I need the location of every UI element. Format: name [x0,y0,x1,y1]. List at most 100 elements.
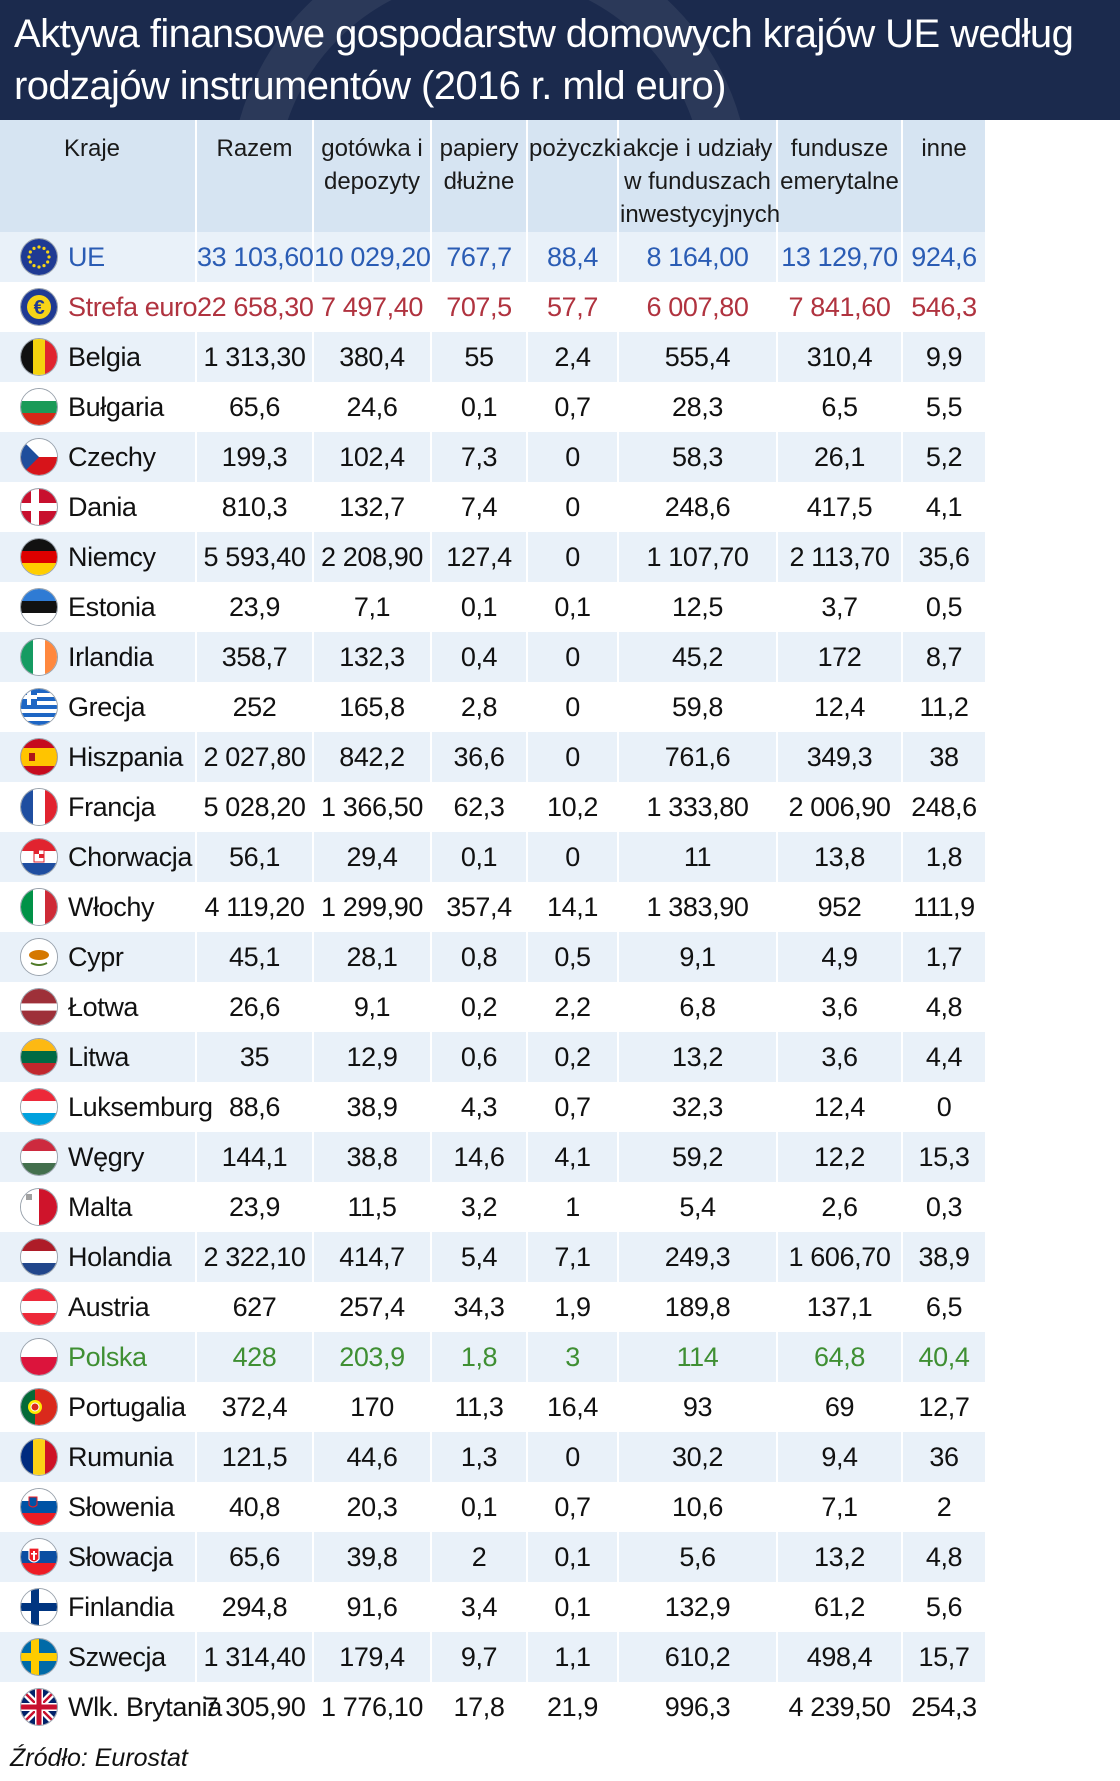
row-blank [985,1682,1120,1732]
value-cell-pozyczki: 0 [526,682,618,732]
country-name: Litwa [68,1041,130,1072]
value-cell-fundusze-emerytalne: 417,5 [776,482,902,532]
value-cell-akcje-i-udzialy: 996,3 [617,1682,777,1732]
value-cell-pozyczki: 2,2 [526,982,618,1032]
value-cell-papiery-dluzne: 3,2 [430,1182,527,1232]
value-cell-gotowka-i-depozyty: 91,6 [312,1582,431,1632]
table-row: Hiszpania 2 027,80 842,2 36,6 0 761,6 349,3 38 [0,732,1120,782]
value-cell-gotowka-i-depozyty: 11,5 [312,1182,431,1232]
country-cell: Grecja [0,682,196,732]
value-cell-razem: 65,6 [195,382,313,432]
column-header-gotowka-i-depozyty: gotówka i depozyty [312,120,431,232]
value-cell-razem: 56,1 [195,832,313,882]
assets-table: Kraje Razem gotówka i depozyty papiery dłuż… [0,120,1120,1732]
flag-lt-icon [20,1038,58,1076]
value-cell-akcje-i-udzialy: 10,6 [617,1482,777,1532]
table-row: Grecja 252 165,8 2,8 0 59,8 12,4 11,2 [0,682,1120,732]
value-cell-akcje-i-udzialy: 555,4 [617,332,777,382]
table-row: Rumunia 121,5 44,6 1,3 0 30,2 9,4 36 [0,1432,1120,1482]
value-cell-akcje-i-udzialy: 1 107,70 [617,532,777,582]
value-cell-papiery-dluzne: 1,8 [430,1332,527,1382]
table-row: Chorwacja 56,1 29,4 0,1 0 11 13,8 1,8 [0,832,1120,882]
value-cell-akcje-i-udzialy: 6 007,80 [617,282,777,332]
table-row: Portugalia 372,4 170 11,3 16,4 93 69 12,7 [0,1382,1120,1432]
value-cell-akcje-i-udzialy: 189,8 [617,1282,777,1332]
value-cell-papiery-dluzne: 2,8 [430,682,527,732]
country-cell: Czechy [0,432,196,482]
value-cell-pozyczki: 0 [526,532,618,582]
value-cell-razem: 627 [195,1282,313,1332]
value-cell-razem: 88,6 [195,1082,313,1132]
country-name: Bułgaria [68,391,164,422]
value-cell-inne: 248,6 [901,782,986,832]
value-cell-gotowka-i-depozyty: 170 [312,1382,431,1432]
row-blank [985,832,1120,882]
column-header-papiery-dluzne: papiery dłużne [430,120,527,232]
country-cell: Francja [0,782,196,832]
value-cell-akcje-i-udzialy: 11 [617,832,777,882]
value-cell-papiery-dluzne: 9,7 [430,1632,527,1682]
value-cell-inne: 12,7 [901,1382,986,1432]
value-cell-pozyczki: 0,1 [526,582,618,632]
value-cell-fundusze-emerytalne: 64,8 [776,1332,902,1382]
row-blank [985,1332,1120,1382]
country-name: Polska [68,1341,147,1372]
value-cell-pozyczki: 0 [526,1432,618,1482]
value-cell-fundusze-emerytalne: 26,1 [776,432,902,482]
country-cell: Niemcy [0,532,196,582]
value-cell-inne: 1,8 [901,832,986,882]
value-cell-papiery-dluzne: 0,8 [430,932,527,982]
value-cell-papiery-dluzne: 767,7 [430,232,527,282]
value-cell-inne: 0,5 [901,582,986,632]
value-cell-gotowka-i-depozyty: 10 029,20 [312,232,431,282]
value-cell-akcje-i-udzialy: 1 333,80 [617,782,777,832]
table-row: Polska 428 203,9 1,8 3 114 64,8 40,4 [0,1332,1120,1382]
value-cell-fundusze-emerytalne: 61,2 [776,1582,902,1632]
country-name: Włochy [68,891,155,922]
value-cell-papiery-dluzne: 34,3 [430,1282,527,1332]
value-cell-akcje-i-udzialy: 93 [617,1382,777,1432]
table-row: Estonia 23,9 7,1 0,1 0,1 12,5 3,7 0,5 [0,582,1120,632]
value-cell-fundusze-emerytalne: 13,8 [776,832,902,882]
value-cell-gotowka-i-depozyty: 1 366,50 [312,782,431,832]
value-cell-inne: 4,8 [901,1532,986,1582]
value-cell-akcje-i-udzialy: 761,6 [617,732,777,782]
row-blank [985,582,1120,632]
value-cell-papiery-dluzne: 14,6 [430,1132,527,1182]
value-cell-papiery-dluzne: 36,6 [430,732,527,782]
value-cell-papiery-dluzne: 3,4 [430,1582,527,1632]
value-cell-inne: 5,2 [901,432,986,482]
value-cell-inne: 8,7 [901,632,986,682]
value-cell-inne: 5,5 [901,382,986,432]
row-blank [985,682,1120,732]
country-name: Niemcy [68,541,156,572]
value-cell-pozyczki: 0,5 [526,932,618,982]
value-cell-akcje-i-udzialy: 5,6 [617,1532,777,1582]
country-name: Czechy [68,441,156,472]
value-cell-inne: 1,7 [901,932,986,982]
row-blank [985,732,1120,782]
column-header-fundusze-emerytalne: fundusze emerytalne [776,120,902,232]
table-row: Węgry 144,1 38,8 14,6 4,1 59,2 12,2 15,3 [0,1132,1120,1182]
value-cell-gotowka-i-depozyty: 1 299,90 [312,882,431,932]
flag-pl-icon [20,1338,58,1376]
value-cell-fundusze-emerytalne: 3,6 [776,982,902,1032]
country-name: Francja [68,791,156,822]
value-cell-papiery-dluzne: 0,6 [430,1032,527,1082]
row-blank [985,1532,1120,1582]
value-cell-gotowka-i-depozyty: 38,8 [312,1132,431,1182]
table-row: Irlandia 358,7 132,3 0,4 0 45,2 172 8,7 [0,632,1120,682]
value-cell-inne: 2 [901,1482,986,1532]
table-row: Wlk. Brytania 7 305,90 1 776,10 17,8 21,9 996… [0,1682,1120,1732]
country-cell: Rumunia [0,1432,196,1482]
value-cell-pozyczki: 0 [526,732,618,782]
value-cell-pozyczki: 0 [526,632,618,682]
value-cell-pozyczki: 1 [526,1182,618,1232]
flag-pt-icon [20,1388,58,1426]
row-blank [985,282,1120,332]
table-row: Słowenia 40,8 20,3 0,1 0,7 10,6 7,1 2 [0,1482,1120,1532]
value-cell-papiery-dluzne: 17,8 [430,1682,527,1732]
column-header-pozyczki: pożyczki [526,120,621,232]
value-cell-razem: 26,6 [195,982,313,1032]
value-cell-fundusze-emerytalne: 498,4 [776,1632,902,1682]
